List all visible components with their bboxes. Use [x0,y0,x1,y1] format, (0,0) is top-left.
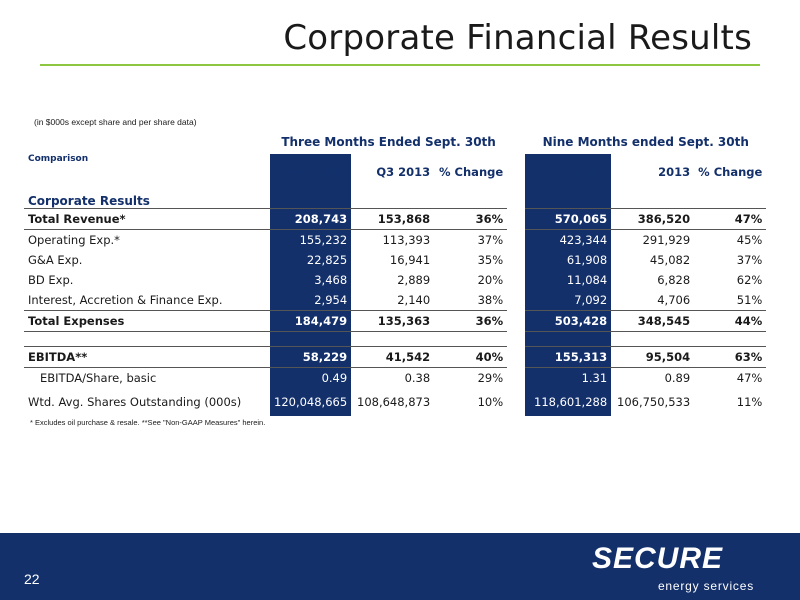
cell: 4,706 [657,293,691,307]
cell: 118,601,288 [525,388,612,416]
cell: 155,232 [270,229,352,250]
footer-bar: 22 SECURE energy services [0,533,800,600]
cell: 0.38 [404,371,431,385]
cell: 120,048,665 [270,388,352,416]
row-label: BD Exp. [28,273,74,287]
cell: 35% [477,253,504,267]
cell: 11,084 [525,270,612,290]
section-header-row: Corporate Results [24,190,766,209]
table-row: EBITDA/Share, basic 0.49 0.38 29% 1.31 0… [24,367,766,388]
cell: 45,082 [649,253,691,267]
cell: 208,743 [270,208,352,230]
section-label: Corporate Results [28,194,150,208]
secure-logo: SECURE energy services [592,542,760,594]
logo-wordmark: SECURE [592,542,724,575]
table-row: Operating Exp.* 155,232 113,393 37% 423,… [24,229,766,250]
cell: 0.49 [270,367,352,388]
cell: 41,542 [351,346,435,368]
cell: 95,504 [611,346,695,368]
cell: 423,344 [525,229,612,250]
cell: 0.89 [664,371,691,385]
col-q3-2013: Q3 2013 [376,165,431,179]
col-2014: 2014 [525,154,612,190]
cell: 3,468 [270,270,352,290]
row-label: Total Expenses [24,310,270,332]
cell: 11% [736,395,763,409]
group-header-row: Three Months Ended Sept. 30th Nine Month… [24,130,766,154]
cell: 36% [434,208,508,230]
cell: 2,889 [397,273,431,287]
cell: 106,750,533 [617,395,691,409]
row-label: EBITDA** [24,346,270,368]
cell: 153,868 [351,208,435,230]
comparison-label: Comparison [28,154,89,164]
column-header-row: Comparison Q3 2014 Q3 2013 % Change 2014… [24,154,766,190]
cell: 386,520 [611,208,695,230]
cell: 184,479 [270,310,352,332]
cell: 570,065 [525,208,612,230]
spacer-row [24,331,766,347]
logo-tagline: energy services [657,579,754,593]
cell: 44% [694,310,767,332]
col-2013: 2013 [658,165,691,179]
cell: 40% [434,346,508,368]
row-label: Wtd. Avg. Shares Outstanding (000s) [28,395,242,409]
slide-title: Corporate Financial Results [283,18,752,58]
cell: 503,428 [525,310,612,332]
cell: 2,140 [397,293,431,307]
row-label: Operating Exp.* [28,233,120,247]
nine-months-header: Nine Months ended Sept. 30th [542,135,749,149]
cell: 47% [694,208,767,230]
table-row: Total Revenue* 208,743 153,868 36% 570,0… [24,208,767,230]
col-ytd-change: % Change [698,165,763,179]
table-row: Total Expenses 184,479 135,363 36% 503,4… [24,310,767,332]
cell: 62% [736,273,763,287]
cell: 37% [477,233,504,247]
units-note: (in $000s except share and per share dat… [34,117,197,127]
col-q-change: % Change [439,165,504,179]
row-label: G&A Exp. [28,253,83,267]
cell: 348,545 [611,310,695,332]
table-row: Wtd. Avg. Shares Outstanding (000s) 120,… [24,388,766,416]
cell: 37% [736,253,763,267]
cell: 36% [434,310,508,332]
cell: 58,229 [270,346,352,368]
table-row: EBITDA** 58,229 41,542 40% 155,313 95,50… [24,346,767,368]
cell: 108,648,873 [357,395,431,409]
cell: 113,393 [382,233,431,247]
financial-results-table: Three Months Ended Sept. 30th Nine Month… [24,130,767,416]
cell: 135,363 [351,310,435,332]
page-number: 22 [24,571,40,587]
cell: 2,954 [270,290,352,311]
footnote: * Excludes oil purchase & resale. **See … [30,418,266,427]
row-label: Total Revenue* [24,208,270,230]
cell: 291,929 [642,233,691,247]
cell: 1.31 [525,367,612,388]
cell: 61,908 [525,250,612,270]
cell: 20% [477,273,504,287]
title-divider [40,64,760,66]
cell: 29% [477,371,504,385]
cell: 63% [694,346,767,368]
row-label: EBITDA/Share, basic [40,371,157,385]
cell: 7,092 [525,290,612,311]
cell: 16,941 [389,253,431,267]
cell: 45% [736,233,763,247]
cell: 51% [736,293,763,307]
cell: 47% [736,371,763,385]
cell: 10% [477,395,504,409]
col-q3-2014: Q3 2014 [270,154,352,190]
table-row: Interest, Accretion & Finance Exp. 2,954… [24,290,766,311]
table-row: BD Exp. 3,468 2,889 20% 11,084 6,828 62% [24,270,766,290]
three-months-header: Three Months Ended Sept. 30th [281,135,496,149]
cell: 38% [477,293,504,307]
cell: 155,313 [525,346,612,368]
cell: 22,825 [270,250,352,270]
cell: 6,828 [657,273,691,287]
table-row: G&A Exp. 22,825 16,941 35% 61,908 45,082… [24,250,766,270]
row-label: Interest, Accretion & Finance Exp. [28,293,223,307]
